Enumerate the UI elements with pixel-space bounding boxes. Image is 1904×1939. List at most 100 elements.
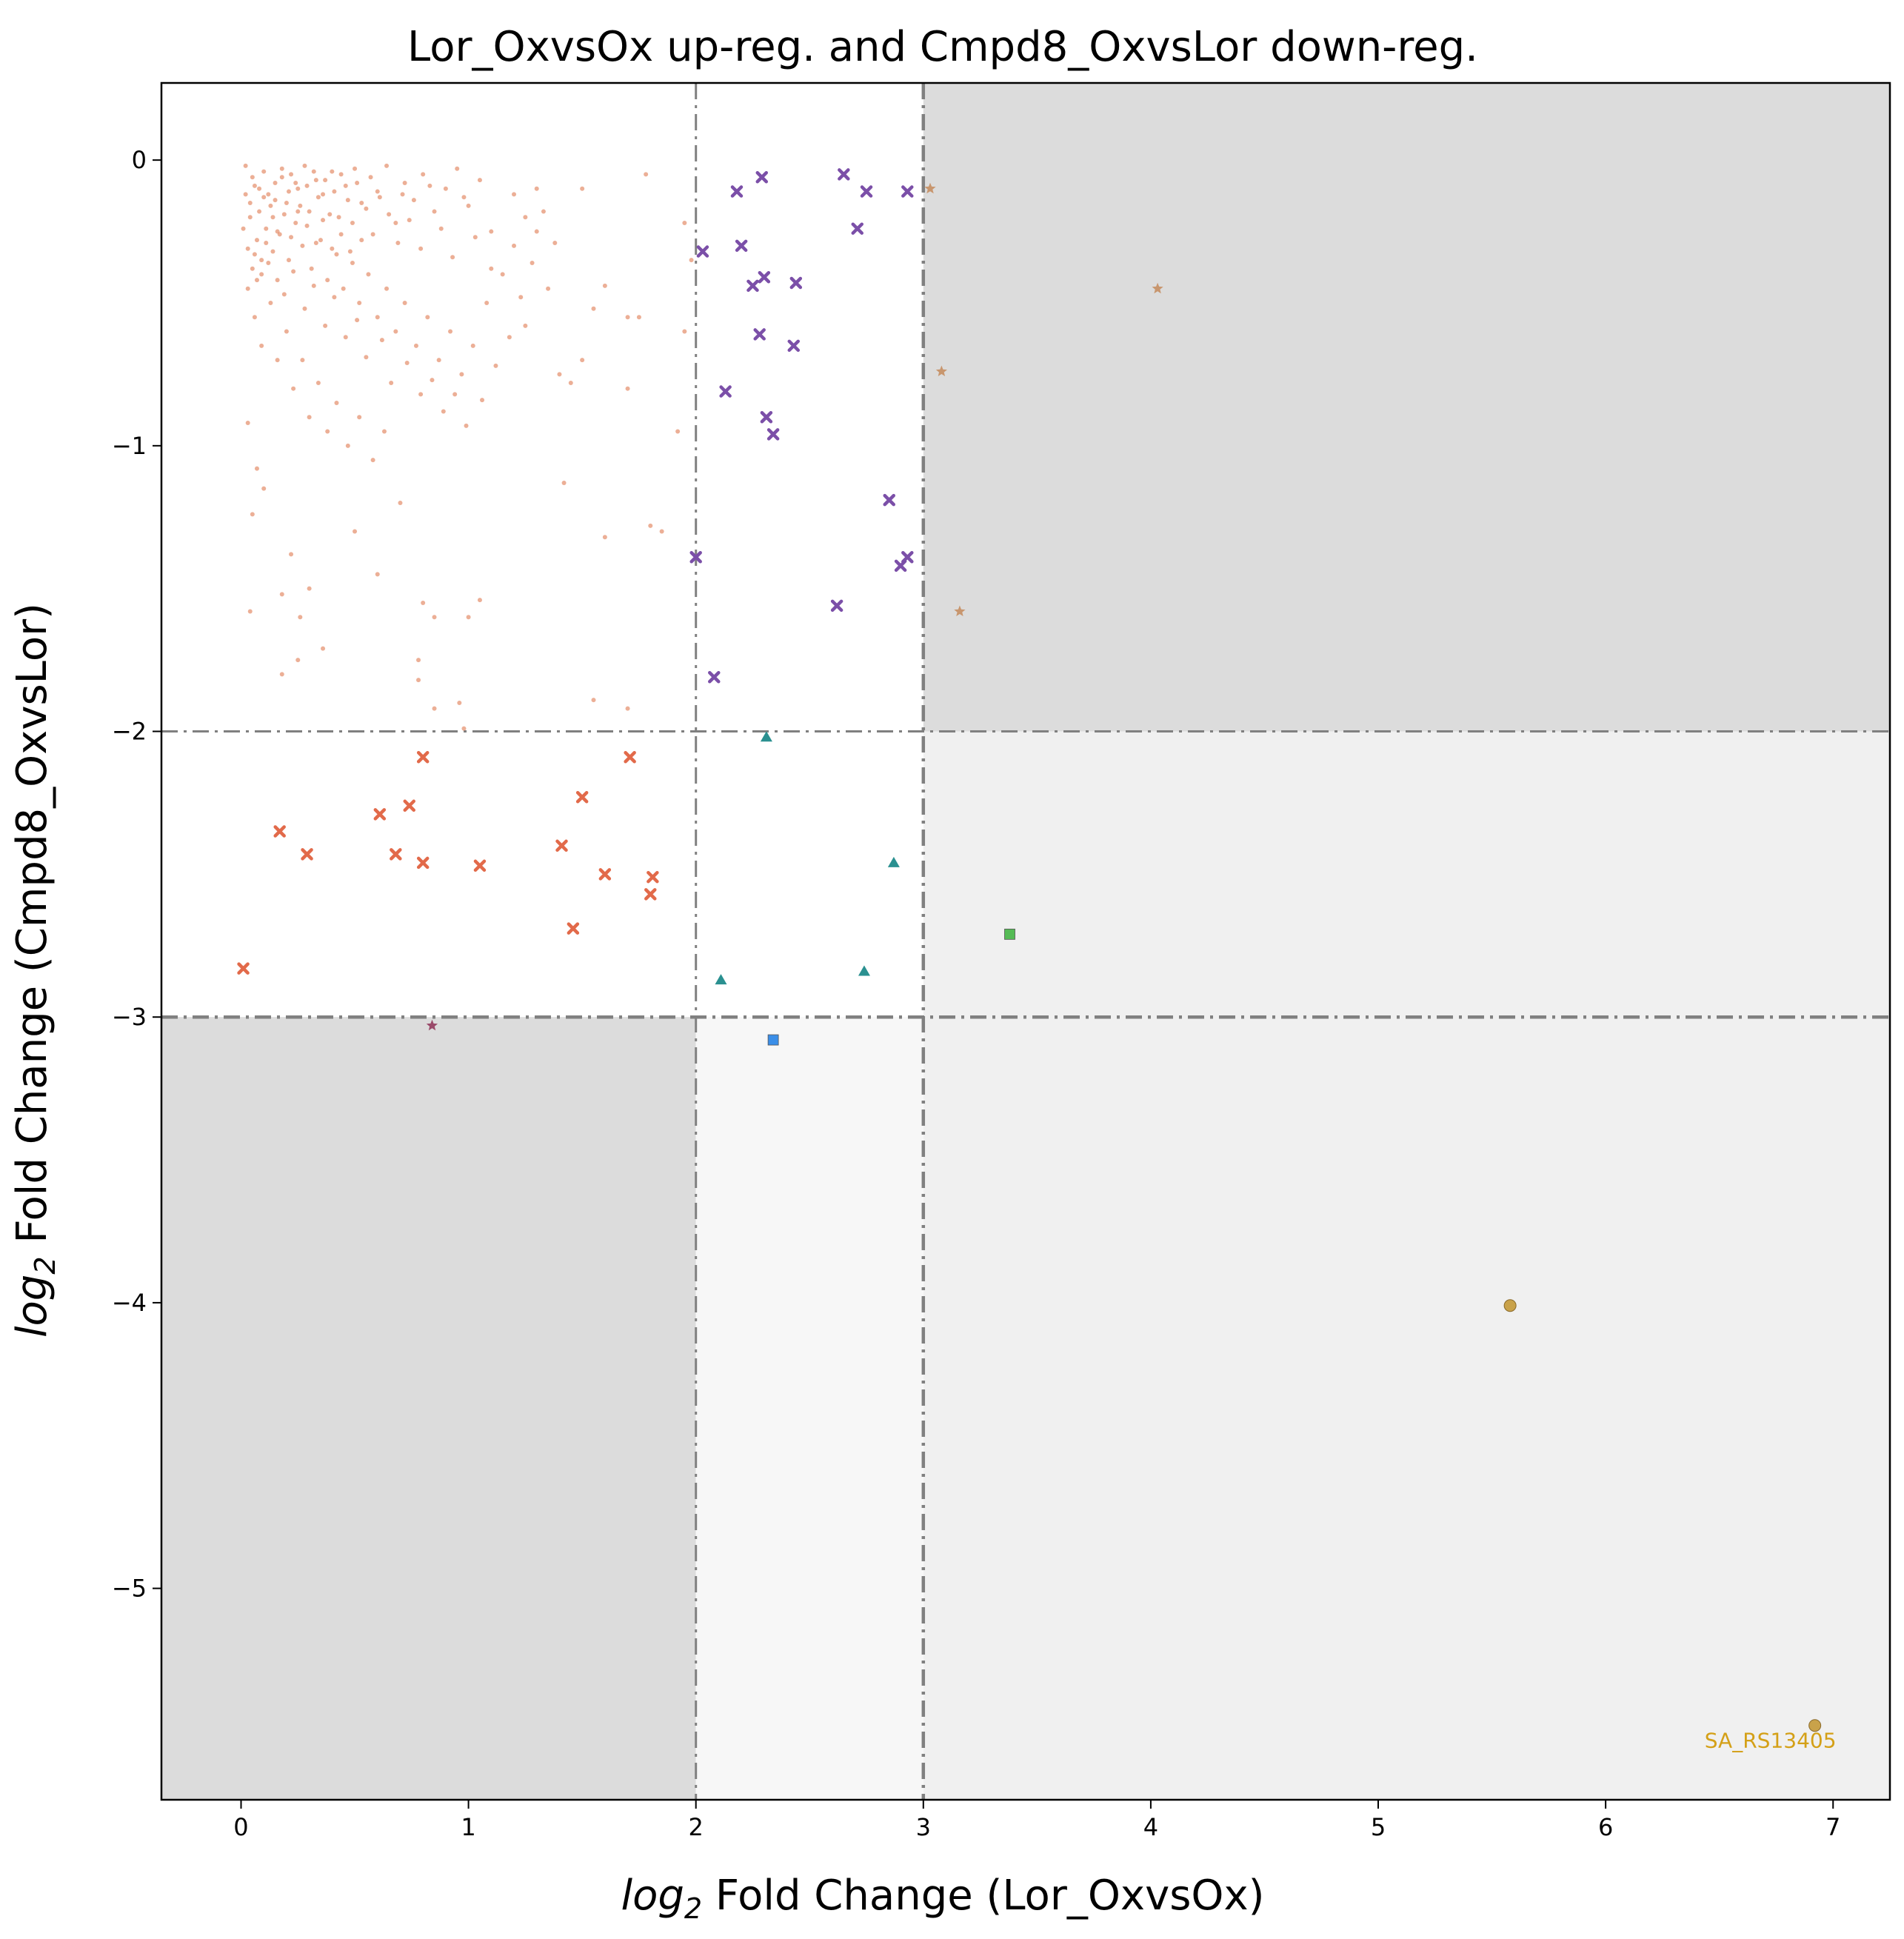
y-tick-label: −1 [112,432,147,460]
data-point-dot [580,358,585,363]
data-point-dot [507,335,512,340]
data-point-dot [264,240,269,245]
data-point-dot [523,323,528,328]
data-point-dot [327,212,333,217]
data-point-dot [250,175,255,180]
data-point-triangle [858,965,870,976]
y-tick-label: −5 [112,1575,147,1603]
data-point-x [735,239,748,253]
data-point-square [1004,928,1015,940]
data-point-x [416,750,430,764]
data-point-dot [375,315,380,320]
data-point-dot [484,300,490,305]
data-point-dot [289,552,294,557]
shaded-region-3 [695,1017,923,1800]
data-point-x [753,328,766,341]
data-point-x [567,922,580,935]
data-point-dot [273,198,278,203]
data-point-x [746,279,759,293]
data-point-dot [284,329,289,334]
data-point-dot [421,172,426,177]
data-point-x [883,493,895,507]
data-point-dot [247,200,253,205]
data-point-x [647,870,659,884]
x-axis-label-log: log [621,1872,684,1920]
data-point-dot [470,343,475,348]
data-point-x [598,868,612,881]
data-point-dot [350,220,355,225]
data-point-dot [591,306,596,311]
data-point-dot [518,295,524,300]
data-point-dot [266,192,271,197]
data-point-dot [293,220,298,225]
data-point-dot [461,726,467,731]
data-point-dot [459,372,464,377]
shaded-region-0 [923,83,1890,732]
data-point-x [416,856,430,870]
data-point-dot [261,486,267,491]
data-point-dot [384,286,390,291]
data-point-dot [250,266,255,271]
data-point-dot [357,300,362,305]
data-point-dot [402,300,407,305]
data-point-dot [534,186,539,191]
data-point-dot [682,220,687,225]
x-tick-label: 7 [1825,1813,1840,1841]
data-point-dot [321,192,326,197]
data-point-dot [338,172,344,177]
data-point-dot [330,169,335,174]
data-point-dot [452,392,458,397]
data-point-x [624,750,636,764]
y-axis-ticks: 0 −1 −2 −3 −4 −5 [112,146,161,1603]
data-point-dot [436,358,441,363]
data-point-dot [259,272,264,277]
data-point-dot [281,212,287,217]
data-point-dot [325,429,330,434]
data-point-dot [353,166,358,171]
data-point-dot [404,360,410,365]
data-point-dot [315,380,321,385]
data-point-dot [689,258,694,263]
data-point-dot [359,238,364,243]
y-axis-label-log: log [8,1275,56,1338]
data-point-dot [302,306,307,311]
data-point-dot [295,186,301,191]
data-point-dot [644,172,649,177]
data-point-dot [625,706,630,711]
data-point-dot [289,235,294,240]
data-point-circle [1808,1719,1822,1732]
data-point-dot [591,698,596,703]
data-point-dot [552,240,558,245]
data-point-dot [261,169,267,174]
data-point-dot [416,658,421,663]
data-point-dot [625,315,630,320]
data-point-dot [261,195,267,200]
data-point-x [860,185,873,198]
data-point-dot [259,258,264,263]
data-point-star [1152,282,1163,294]
data-point-dot [254,238,259,243]
data-point-dot [247,215,253,220]
data-point-dot [466,203,471,208]
data-point-x [708,670,721,684]
data-point-dot [295,209,301,214]
data-point-dot [279,166,284,171]
data-point-dot [311,169,316,174]
data-point-dot [523,215,528,220]
data-point-dot [252,183,257,188]
data-point-dot [546,286,551,291]
data-point-dot [659,529,664,534]
data-point-dot [416,678,421,683]
data-point-dot [489,266,494,271]
data-point-dot [343,335,348,340]
data-point-dot [293,180,298,185]
data-point-dot [377,195,382,200]
data-point-dot [411,198,416,203]
x-axis-ticks: 0 1 2 3 4 5 6 7 [233,1800,1840,1841]
data-point-dot [300,358,305,363]
data-point-dot [425,315,430,320]
data-point-dot [279,175,284,180]
data-point-x [237,962,250,975]
data-point-dot [387,212,392,217]
data-point-dot [307,415,312,420]
